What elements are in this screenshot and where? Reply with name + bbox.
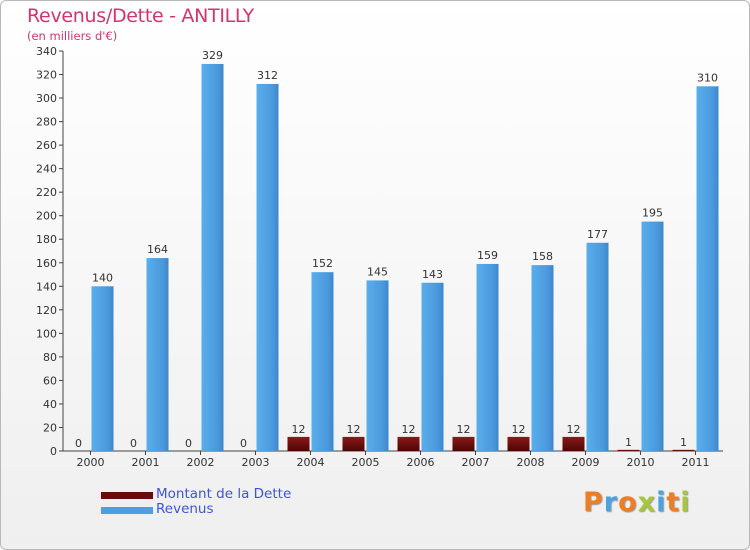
legend-swatch-revenue [101, 507, 153, 514]
x-tick-label: 2002 [187, 456, 215, 469]
y-tick-label: 300 [36, 92, 57, 105]
bar-revenue [366, 280, 389, 451]
data-label-debt: 0 [130, 437, 137, 450]
y-tick-label: 60 [43, 374, 57, 387]
y-tick-label: 160 [36, 257, 57, 270]
bar-debt [452, 436, 475, 451]
data-label-revenue: 159 [477, 249, 498, 262]
x-tick-label: 2010 [627, 456, 655, 469]
legend-label-debt: Montant de la Dette [156, 486, 292, 502]
legend-swatch-debt [101, 492, 153, 499]
logo-letter: r [603, 487, 619, 518]
bar-revenue [311, 272, 334, 451]
data-label-revenue: 158 [532, 250, 553, 263]
bar-revenue [531, 265, 554, 451]
bar-debt [672, 449, 695, 451]
bar-debt [342, 436, 365, 451]
logo-letter: i [656, 487, 667, 518]
bar-revenue [641, 221, 664, 451]
data-label-debt: 12 [512, 423, 526, 436]
chart-subtitle: (en milliers d'€) [27, 29, 118, 43]
proxiti-logo: Proxiti [583, 487, 691, 518]
y-tick-label: 240 [36, 163, 57, 176]
data-label-debt: 0 [240, 437, 247, 450]
data-label-debt: 0 [185, 437, 192, 450]
x-tick-label: 2008 [517, 456, 545, 469]
data-label-debt: 12 [292, 423, 306, 436]
x-tick-label: 2006 [407, 456, 435, 469]
x-tick-label: 2003 [242, 456, 270, 469]
bar-revenue [146, 258, 169, 451]
data-label-revenue: 310 [697, 71, 718, 84]
data-label-revenue: 164 [147, 243, 168, 256]
y-tick-label: 80 [43, 351, 57, 364]
y-tick-label: 260 [36, 139, 57, 152]
y-tick-label: 40 [43, 398, 57, 411]
x-tick-label: 2001 [132, 456, 160, 469]
bar-revenue [201, 63, 224, 452]
bar-revenue [91, 286, 114, 451]
logo-letter: o [618, 487, 638, 518]
logo-letter: t [666, 487, 681, 518]
y-tick-label: 0 [50, 445, 57, 458]
data-label-revenue: 177 [587, 228, 608, 241]
y-tick-label: 220 [36, 186, 57, 199]
x-tick-label: 2011 [682, 456, 710, 469]
bar-revenue [586, 242, 609, 451]
data-label-revenue: 140 [92, 271, 113, 284]
data-label-debt: 1 [625, 436, 632, 449]
x-tick-label: 2000 [77, 456, 105, 469]
bar-debt [397, 436, 420, 451]
bar-revenue [476, 263, 499, 451]
data-label-debt: 12 [567, 423, 581, 436]
bar-debt [507, 436, 530, 451]
data-label-debt: 0 [75, 437, 82, 450]
y-tick-label: 280 [36, 116, 57, 129]
logo-letter: i [680, 487, 691, 518]
data-label-debt: 1 [680, 436, 687, 449]
data-label-revenue: 329 [202, 49, 223, 62]
data-label-revenue: 312 [257, 69, 278, 82]
data-label-revenue: 145 [367, 265, 388, 278]
x-tick-label: 2009 [572, 456, 600, 469]
logo-letter: x [637, 487, 657, 518]
y-tick-label: 140 [36, 280, 57, 293]
data-label-debt: 12 [457, 423, 471, 436]
chart-title: Revenus/Dette - ANTILLY [27, 5, 254, 27]
y-tick-label: 320 [36, 69, 57, 82]
x-tick-label: 2005 [352, 456, 380, 469]
bar-revenue [696, 86, 719, 451]
data-label-revenue: 195 [642, 207, 663, 220]
y-tick-label: 100 [36, 327, 57, 340]
x-tick-label: 2007 [462, 456, 490, 469]
bar-debt [617, 449, 640, 451]
bar-debt [287, 436, 310, 451]
bar-debt [562, 436, 585, 451]
bar-revenue [256, 83, 279, 452]
y-tick-label: 340 [36, 45, 57, 58]
data-label-debt: 12 [402, 423, 416, 436]
bar-revenue [421, 282, 444, 451]
logo-letter: P [583, 487, 604, 518]
x-tick-label: 2004 [297, 456, 325, 469]
legend-label-revenue: Revenus [156, 501, 214, 517]
data-label-revenue: 152 [312, 257, 333, 270]
y-tick-label: 20 [43, 421, 57, 434]
data-label-revenue: 143 [422, 268, 443, 281]
y-tick-label: 200 [36, 210, 57, 223]
y-tick-label: 120 [36, 304, 57, 317]
data-label-debt: 12 [347, 423, 361, 436]
y-tick-label: 180 [36, 233, 57, 246]
